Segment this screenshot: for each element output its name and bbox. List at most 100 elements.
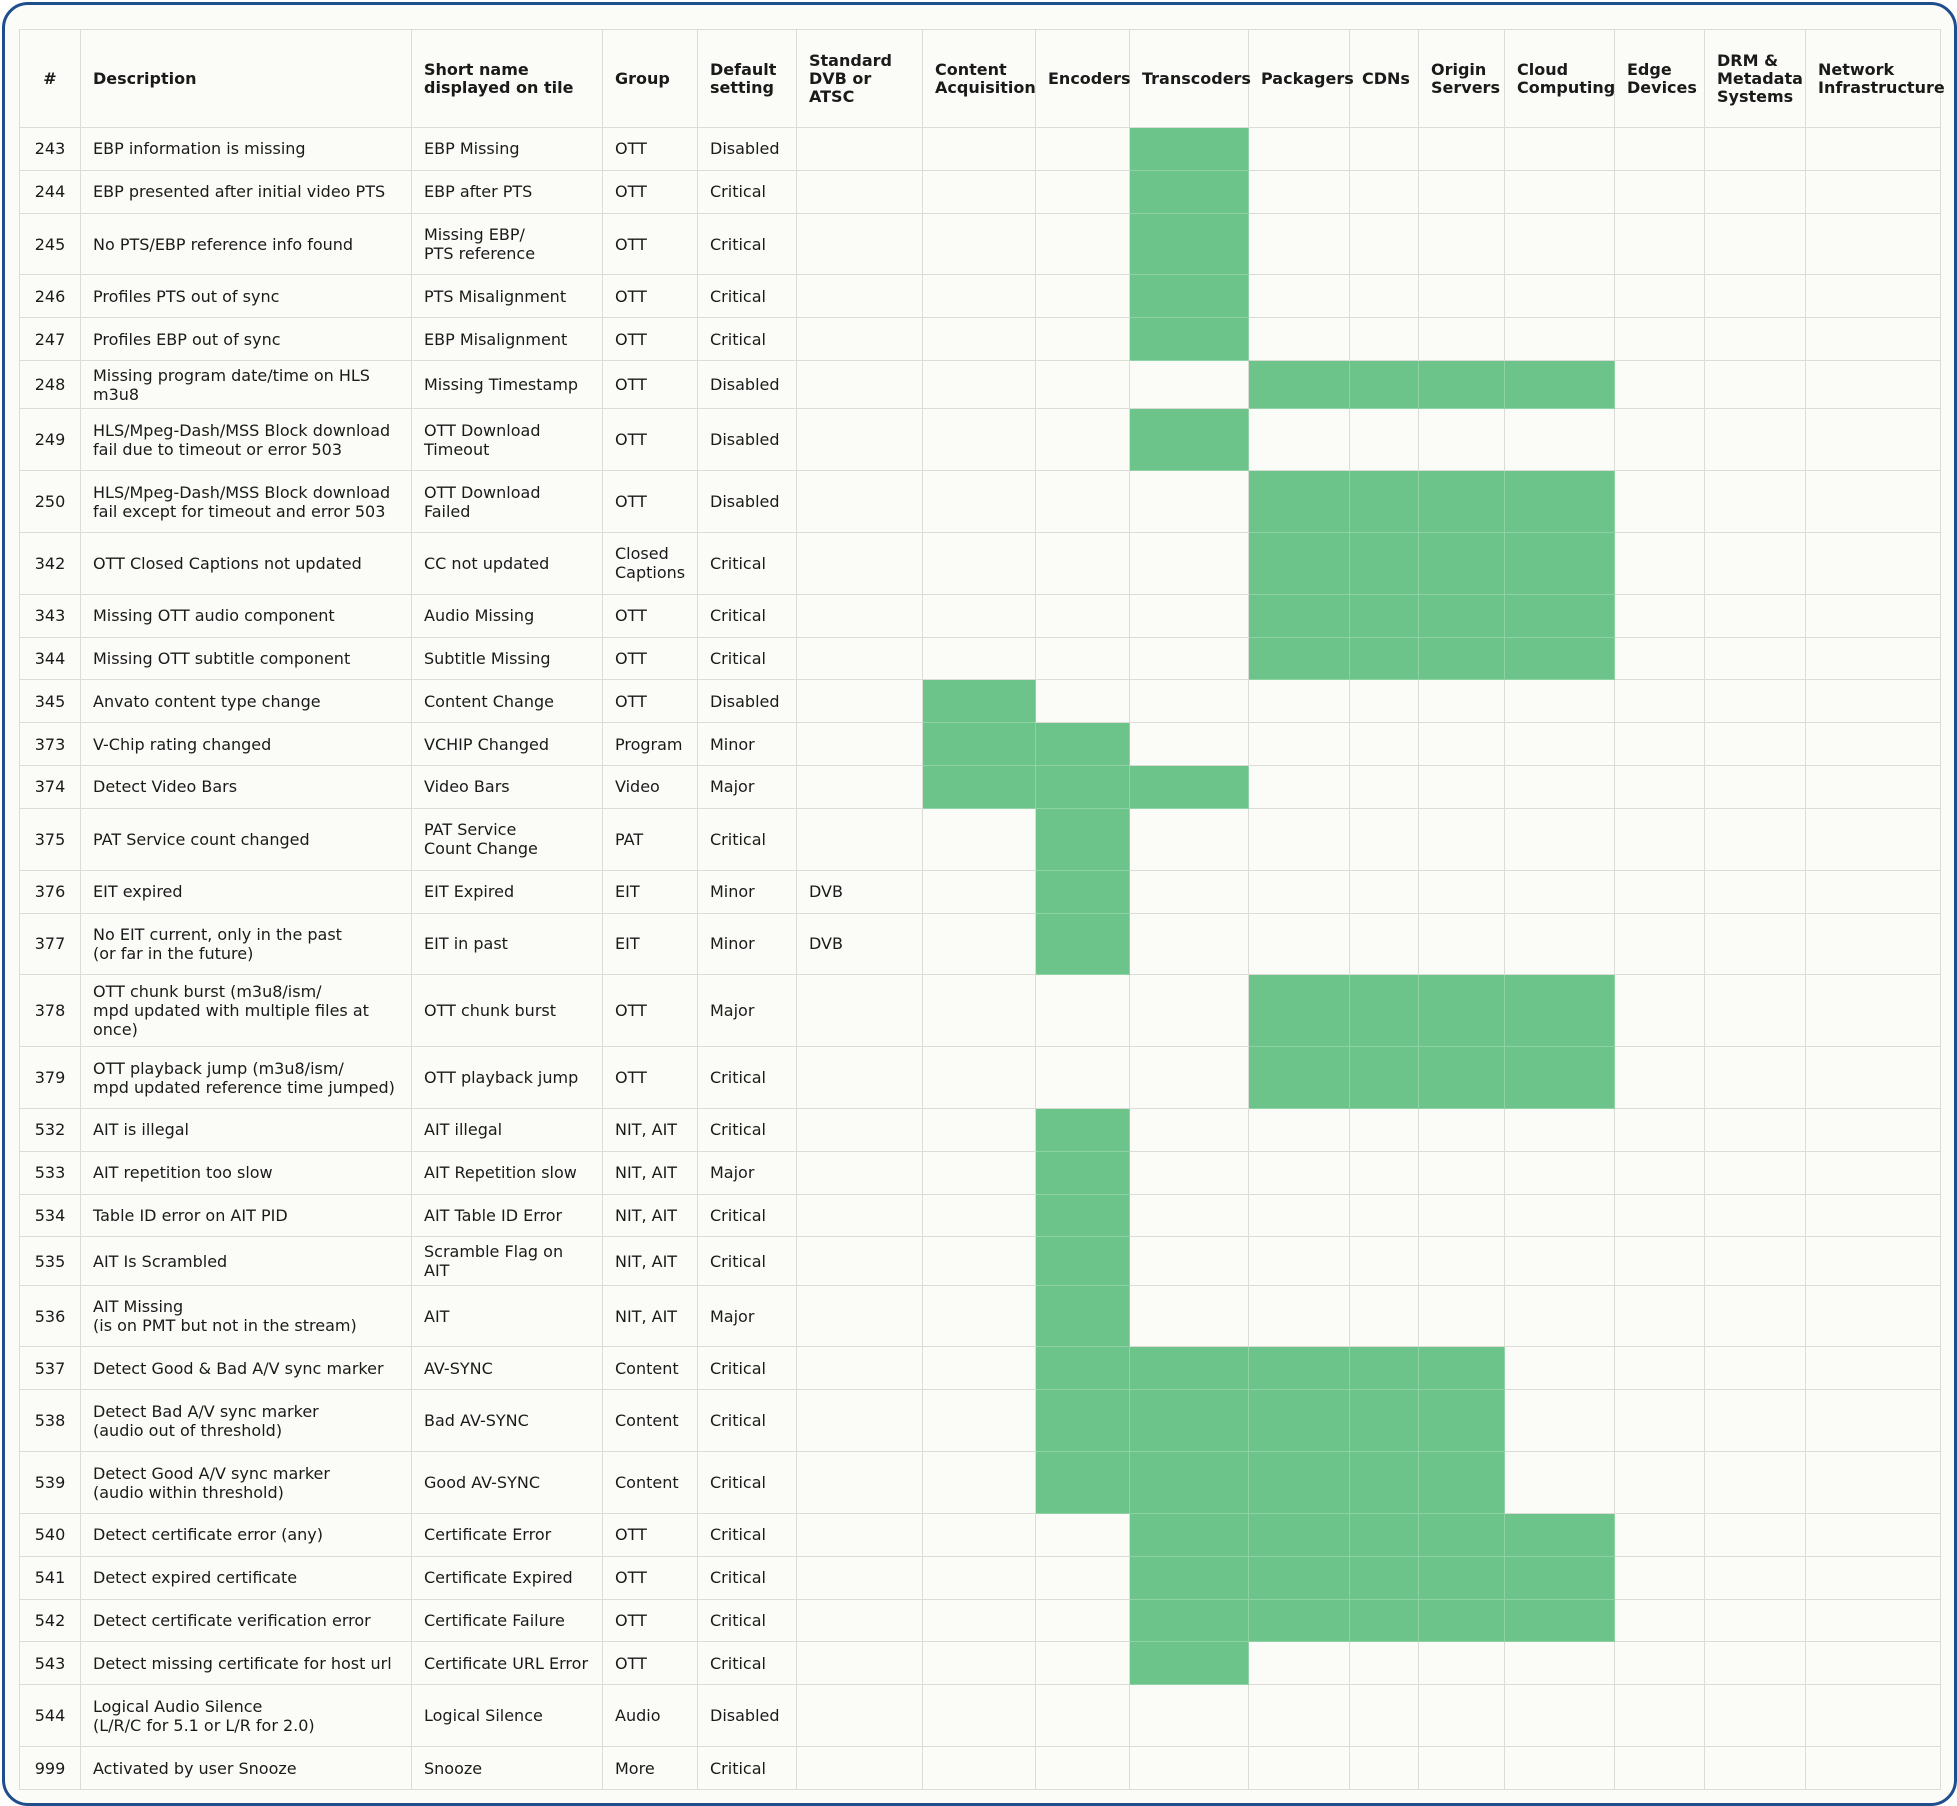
matrix-cell: [1805, 1598, 1941, 1643]
matrix-cell: [1704, 1389, 1806, 1453]
matrix-cell: [1805, 212, 1941, 276]
row-short-name: EIT Expired: [411, 869, 603, 914]
matrix-cell: [1248, 1193, 1350, 1238]
matrix-cell: [1805, 1684, 1941, 1748]
row-description: V-Chip rating changed: [80, 722, 412, 767]
row-number: 344: [19, 636, 81, 681]
matrix-cell: [1704, 212, 1806, 276]
matrix-cell: [1704, 593, 1806, 638]
matrix-cell: [1129, 593, 1249, 638]
row-number: 533: [19, 1150, 81, 1195]
col-header-transcoders: Transcoders: [1129, 29, 1251, 128]
row-description: Detect certificate verification error: [80, 1598, 412, 1643]
matrix-cell: [1349, 1641, 1419, 1686]
row-group: NIT, AIT: [602, 1107, 698, 1152]
matrix-cell: [1129, 869, 1249, 914]
matrix-cell: [1805, 1284, 1941, 1348]
row-number: 250: [19, 470, 81, 534]
matrix-cell: [1349, 1236, 1419, 1286]
row-group: OTT: [602, 1046, 698, 1109]
table-row: 250 HLS/Mpeg-Dash/MSS Block download fail…: [19, 470, 1941, 534]
row-short-name: PTS Misalignment: [411, 274, 603, 319]
row-number: 376: [19, 869, 81, 914]
matrix-cell: [1805, 274, 1941, 319]
matrix-cell: [1704, 408, 1806, 472]
matrix-cell: [1349, 722, 1419, 767]
matrix-cell: [1504, 408, 1615, 472]
matrix-cell: [1614, 317, 1705, 362]
matrix-cell: [1704, 869, 1806, 914]
row-description: EBP presented after initial video PTS: [80, 169, 412, 214]
matrix-cell: [922, 1193, 1036, 1238]
header-row: # Description Short name displayed on ti…: [19, 29, 1945, 128]
row-short-name: Missing EBP/ PTS reference: [411, 212, 603, 276]
matrix-cell: [1805, 1193, 1941, 1238]
row-group: NIT, AIT: [602, 1284, 698, 1348]
table-row: 999 Activated by user Snooze Snooze More Cri…: [19, 1746, 1941, 1790]
matrix-cell-marked: [922, 765, 1036, 809]
row-standard: [796, 1236, 923, 1286]
matrix-cell: [1704, 1236, 1806, 1286]
row-number: 534: [19, 1193, 81, 1238]
row-description: Detect missing certificate for host url: [80, 1641, 412, 1686]
row-description: No PTS/EBP reference info found: [80, 212, 412, 276]
row-short-name: Certificate Failure: [411, 1598, 603, 1643]
matrix-cell: [922, 636, 1036, 681]
matrix-cell: [922, 1598, 1036, 1643]
row-standard: [796, 127, 923, 171]
matrix-cell: [1614, 1284, 1705, 1348]
table-row: 378 OTT chunk burst (m3u8/ism/ mpd update…: [19, 974, 1941, 1048]
matrix-cell-marked: [1418, 1046, 1505, 1109]
matrix-cell-marked: [1248, 1046, 1350, 1109]
matrix-cell-marked: [1418, 1513, 1505, 1557]
matrix-cell: [1805, 1389, 1941, 1453]
row-number: 375: [19, 807, 81, 871]
row-description: Missing program date/time on HLS m3u8: [80, 360, 412, 410]
matrix-cell: [1614, 1046, 1705, 1109]
row-default-setting: Critical: [697, 1389, 797, 1453]
matrix-cell: [1704, 1641, 1806, 1686]
matrix-cell: [1805, 1346, 1941, 1391]
row-group: Audio: [602, 1684, 698, 1748]
row-standard: [796, 974, 923, 1048]
matrix-cell: [1614, 1641, 1705, 1686]
row-short-name: Good AV-SYNC: [411, 1451, 603, 1514]
matrix-cell: [1614, 1150, 1705, 1195]
matrix-cell: [1614, 1193, 1705, 1238]
matrix-cell-marked: [1129, 1598, 1249, 1643]
table-row: 246 Profiles PTS out of sync PTS Misalignm…: [19, 274, 1941, 319]
matrix-cell: [1704, 532, 1806, 595]
matrix-cell: [1704, 636, 1806, 681]
matrix-cell-marked: [1035, 1150, 1130, 1195]
matrix-cell-marked: [1248, 1451, 1350, 1514]
matrix-cell: [1248, 212, 1350, 276]
matrix-cell: [1248, 722, 1350, 767]
matrix-cell: [1349, 274, 1419, 319]
matrix-cell: [1805, 169, 1941, 214]
row-number: 536: [19, 1284, 81, 1348]
matrix-cell: [1418, 317, 1505, 362]
matrix-cell: [1704, 1046, 1806, 1109]
matrix-cell-marked: [1418, 593, 1505, 638]
matrix-cell: [1418, 722, 1505, 767]
matrix-cell: [1504, 1284, 1615, 1348]
matrix-cell: [922, 317, 1036, 362]
matrix-cell: [1614, 1389, 1705, 1453]
table-row: 344 Missing OTT subtitle component Subtitl…: [19, 636, 1941, 681]
row-standard: [796, 807, 923, 871]
matrix-cell: [1614, 1555, 1705, 1600]
matrix-cell: [1704, 1193, 1806, 1238]
matrix-cell-marked: [1035, 1284, 1130, 1348]
matrix-cell: [1248, 169, 1350, 214]
matrix-cell: [1805, 974, 1941, 1048]
matrix-cell-marked: [1418, 1451, 1505, 1514]
matrix-cell-marked: [1504, 1513, 1615, 1557]
row-number: 247: [19, 317, 81, 362]
row-description: PAT Service count changed: [80, 807, 412, 871]
matrix-cell: [1035, 974, 1130, 1048]
matrix-cell-marked: [1418, 360, 1505, 410]
matrix-cell: [1805, 1236, 1941, 1286]
matrix-cell: [1248, 1746, 1350, 1790]
matrix-cell-marked: [1129, 1513, 1249, 1557]
